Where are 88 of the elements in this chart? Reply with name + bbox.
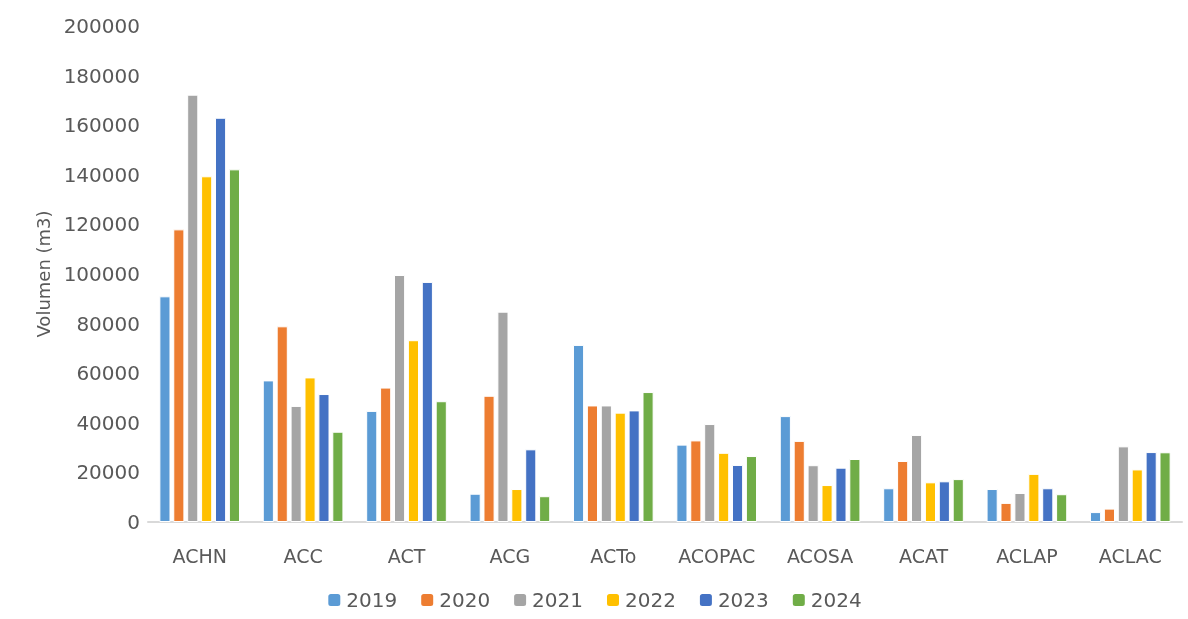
y-tick-label: 20000 (76, 460, 140, 485)
bar (497, 311, 509, 522)
y-tick-label: 100000 (63, 262, 140, 286)
x-tick-label: ACHN (172, 544, 227, 567)
x-tick-label: ACLAP (996, 544, 1058, 567)
bar (1117, 446, 1129, 522)
bar (1089, 512, 1102, 522)
legend-label: 2024 (810, 588, 862, 612)
bar (718, 452, 730, 522)
y-tick-label: 200000 (63, 14, 140, 38)
x-tick-label: ACC (283, 544, 323, 567)
bar (572, 344, 585, 522)
bar (539, 496, 551, 522)
bar (483, 395, 495, 522)
bar (1145, 452, 1157, 522)
bar (676, 444, 688, 522)
bar (187, 94, 199, 522)
bar (835, 467, 847, 522)
bar (1000, 502, 1012, 522)
y-tick-label: 140000 (63, 162, 140, 187)
x-tick-label: ACOSA (786, 544, 854, 567)
bar (1042, 488, 1054, 522)
y-axis-title: Volumen (m3) (33, 210, 55, 338)
bar (849, 459, 861, 522)
bar (732, 464, 744, 522)
x-tick-label: ACOPAC (678, 544, 756, 567)
bar (366, 410, 378, 522)
legend-label: 2020 (439, 588, 491, 612)
bar (690, 440, 702, 522)
x-tick-label: ACTo (590, 544, 637, 567)
bar (304, 377, 316, 522)
x-tick-label: ACAT (898, 544, 949, 567)
bar (318, 394, 330, 522)
y-tick-label: 180000 (63, 63, 140, 88)
bar (614, 412, 626, 522)
bar (393, 274, 406, 522)
bar (380, 387, 392, 522)
bar (1014, 492, 1026, 522)
bar (421, 281, 433, 522)
bar (290, 405, 302, 522)
legend-label: 2023 (717, 588, 769, 612)
y-tick-label: 40000 (76, 410, 140, 435)
bar (1159, 452, 1171, 522)
bar (525, 449, 537, 522)
bar (745, 456, 758, 522)
y-tick-label: 120000 (63, 212, 140, 237)
bar (469, 493, 481, 522)
bar (173, 229, 185, 522)
bar (883, 488, 895, 522)
bar (910, 434, 923, 522)
bar (897, 460, 909, 522)
bar (201, 176, 213, 522)
x-tick-label: ACLAC (1098, 544, 1162, 567)
bar (821, 485, 833, 522)
bar (1131, 469, 1143, 522)
bar (986, 489, 998, 522)
bar (600, 405, 612, 522)
bar (807, 465, 819, 522)
bar (642, 392, 654, 522)
y-tick-label: 0 (127, 510, 140, 534)
legend-label: 2022 (625, 588, 676, 612)
y-tick-label: 80000 (76, 311, 140, 336)
bar (228, 169, 241, 522)
legend-label: 2019 (346, 588, 398, 612)
bar (435, 401, 447, 522)
bar (793, 440, 805, 522)
bar (159, 296, 171, 522)
bar (924, 482, 937, 522)
y-tick-label: 160000 (63, 113, 140, 138)
bar (779, 416, 791, 522)
bar (215, 117, 227, 522)
bar (276, 326, 288, 522)
bar (262, 380, 274, 522)
bar (1103, 508, 1115, 522)
bar (938, 481, 950, 522)
bar (628, 410, 640, 522)
bar (511, 489, 523, 522)
bar (704, 424, 716, 522)
legend-label: 2021 (532, 588, 584, 612)
bar (952, 479, 964, 522)
x-tick-label: ACT (387, 544, 426, 567)
bar (586, 405, 598, 522)
x-tick-label: ACG (489, 544, 531, 567)
bar (332, 431, 344, 522)
y-tick-label: 60000 (76, 361, 140, 386)
bar (407, 340, 420, 522)
bar (1028, 473, 1040, 522)
bar (1056, 494, 1068, 522)
